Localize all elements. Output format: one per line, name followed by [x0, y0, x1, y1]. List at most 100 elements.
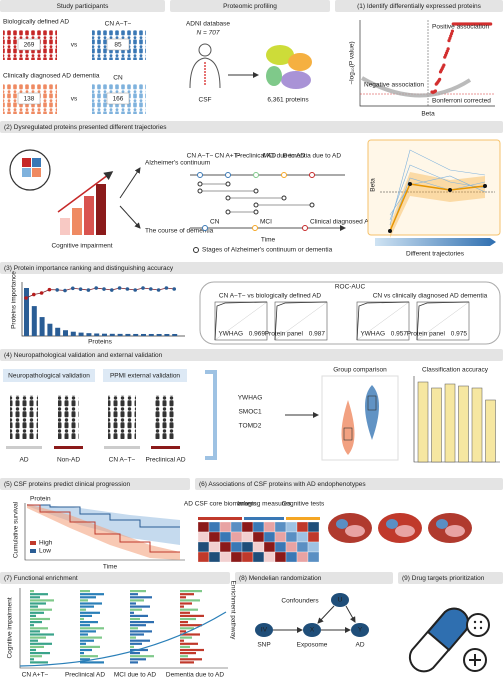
pathway-bar [130, 652, 140, 655]
null-curve [360, 76, 472, 98]
heat-cell [230, 531, 243, 543]
heat-cell [307, 521, 320, 533]
pathway-bar [130, 617, 140, 621]
accuracy-dot [110, 288, 114, 292]
pathway-bar [80, 639, 94, 642]
capsule-half [426, 607, 470, 652]
roc-diagonal [416, 301, 470, 341]
pathway-bar [130, 596, 152, 599]
pathway-bar [30, 642, 52, 645]
pathway-bar [80, 605, 94, 608]
accuracy-bar [471, 387, 483, 463]
pathway-bar [30, 624, 34, 627]
pathway-bar [180, 636, 192, 639]
arrow [57, 171, 114, 213]
axis [413, 376, 500, 463]
roc-diagonal [356, 301, 410, 341]
count-box [106, 92, 130, 105]
pill [466, 613, 490, 637]
mean-trajectory [389, 183, 486, 232]
heat-cell [230, 521, 243, 533]
pathway-bar [30, 648, 36, 652]
arrow [345, 605, 356, 623]
node-label: IV [261, 627, 268, 634]
impairment-curve [19, 611, 227, 667]
heat-cell [241, 531, 254, 543]
protein-blob [288, 53, 312, 71]
importance-bar [164, 333, 170, 336]
continuum-label: Alzheimer's continuum [145, 160, 210, 167]
stage-dot [197, 188, 203, 194]
stage-label: Preclinical AD [236, 153, 276, 160]
km-curve [27, 504, 180, 553]
roc-auc: 0.987 [309, 331, 326, 338]
heat-cell [241, 521, 254, 533]
group-label: Preclinical AD [145, 457, 185, 464]
heat-cell [252, 541, 265, 553]
node-label: X [310, 627, 315, 634]
pathway-bar [130, 658, 146, 661]
group-label: AD [19, 457, 28, 464]
pathway-bar [180, 661, 194, 664]
heat-cell [219, 521, 232, 533]
sample-size: N = 707 [197, 30, 220, 37]
trajectories-label: Different trajectories [406, 251, 465, 258]
panel-title: Study participants [57, 3, 109, 10]
heat-cell [197, 521, 210, 533]
heat-cell [296, 521, 309, 533]
group-label: Imaging measures [237, 501, 291, 508]
count: 269 [24, 42, 35, 49]
axis-label: Beta [421, 111, 435, 118]
panel-title: (6) Associations of CSF proteins with AD… [199, 481, 366, 488]
count-box [17, 38, 41, 51]
roc-name: YWHAG [218, 331, 243, 338]
panel-header [0, 0, 165, 12]
group-bar [244, 517, 284, 520]
pathway-bar [180, 633, 200, 636]
mean-dot [483, 184, 487, 188]
pathway-bar [30, 596, 40, 599]
comparison-label: CN A−T− vs biologically defined AD [219, 293, 322, 300]
heat-cell [219, 531, 232, 543]
panel-header [0, 572, 230, 584]
box [367, 395, 377, 411]
heat-cell [252, 531, 265, 543]
violin [365, 385, 379, 440]
pathway-bar [180, 590, 202, 593]
pathway-bar [80, 621, 98, 624]
mean-dot [448, 188, 452, 192]
brain-region [445, 525, 465, 537]
stage-label: Preclinical AD [65, 672, 105, 679]
trajectory [389, 175, 486, 216]
puzzle [32, 168, 41, 177]
stage-label: MCI due to AD [263, 153, 306, 160]
importance-bar [31, 306, 37, 336]
bar [72, 208, 82, 235]
importance-bar [172, 333, 178, 336]
legend-dot [193, 247, 199, 253]
pathway-bar [130, 624, 146, 627]
pathway-bar [130, 655, 154, 658]
accuracy-dot [63, 288, 67, 293]
legend-swatch [30, 549, 36, 553]
panel-title: (4) Neuropathological validation and ext… [4, 352, 163, 359]
roc-diagonal [274, 301, 328, 341]
heat-cell [252, 521, 265, 533]
brain-region [436, 519, 448, 529]
stage-dot [281, 195, 287, 201]
group-label: AD CSF core biomarkers [184, 501, 257, 508]
group-label: Clinically diagnosed AD dementia [3, 73, 100, 80]
trajectory [389, 164, 486, 221]
roc-name: Protein panel [407, 331, 446, 338]
roc-curve [274, 301, 328, 341]
group-bar [54, 446, 83, 449]
puzzle [32, 158, 41, 167]
heat-cell [208, 551, 221, 563]
pathway-bar [80, 652, 84, 655]
panel-title: (3) Protein importance ranking and disti… [4, 265, 174, 272]
brain-region [345, 525, 365, 537]
stage-dot [225, 209, 231, 215]
pathway-bar [180, 617, 196, 621]
pathway-bar [130, 608, 142, 611]
pathway-bar [30, 636, 46, 639]
